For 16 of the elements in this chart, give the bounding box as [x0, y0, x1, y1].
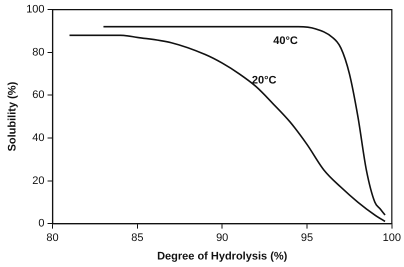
y-tick-label: 40 — [32, 132, 45, 144]
y-tick-label: 0 — [38, 218, 45, 230]
x-axis-title: Degree of Hydrolysis (%) — [157, 250, 288, 262]
x-tick-label: 90 — [216, 232, 228, 244]
x-tick-label: 85 — [131, 232, 144, 244]
series-label: 40°C — [273, 34, 298, 47]
x-tick-label: 95 — [300, 232, 314, 244]
y-tick-label: 20 — [32, 174, 45, 187]
y-tick-label: 100 — [26, 4, 45, 16]
series-label: 20°C — [252, 74, 276, 87]
line-series — [102, 26, 386, 216]
x-tick-label: 100 — [382, 232, 402, 244]
y-axis-title: Solubility (%) — [6, 81, 19, 152]
y-tick-label: 60 — [32, 89, 45, 102]
x-tick-label: 80 — [46, 232, 59, 244]
y-tick-label: 80 — [32, 46, 45, 58]
